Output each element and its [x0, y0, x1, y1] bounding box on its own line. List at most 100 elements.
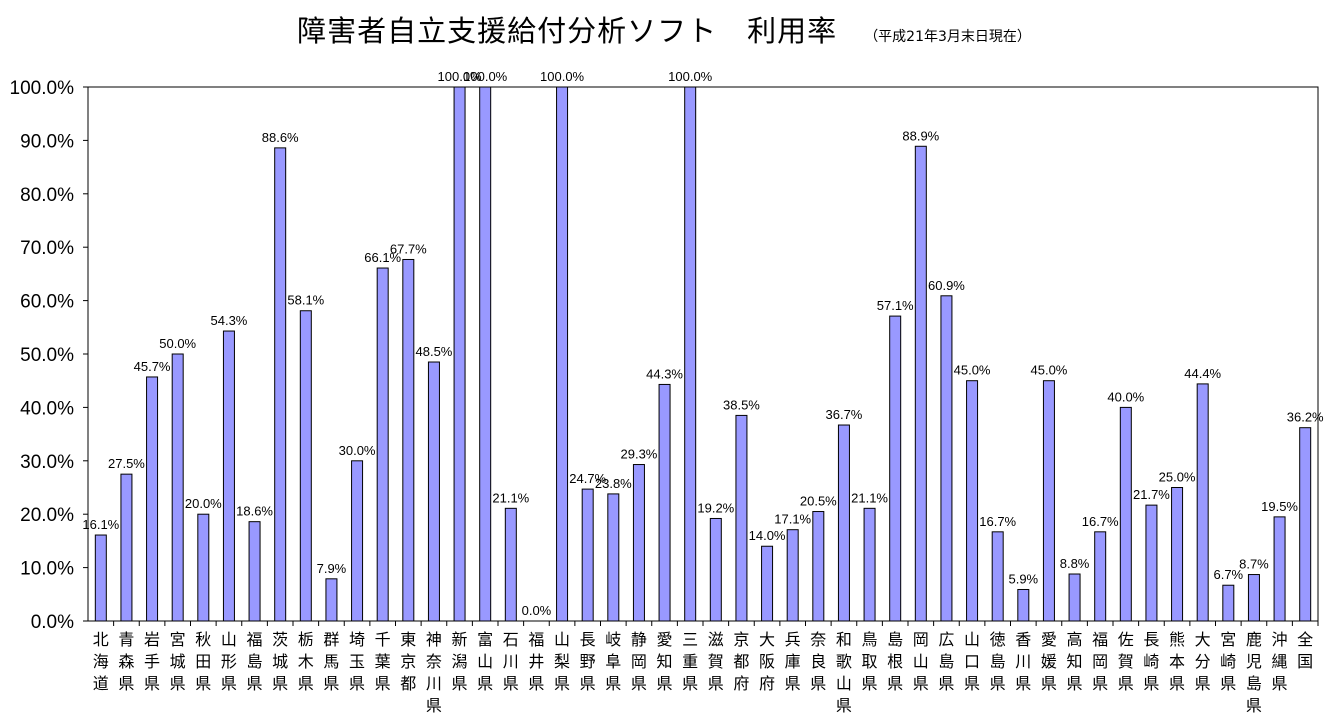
category-label: 宮崎県	[1220, 630, 1236, 693]
bar	[94, 534, 107, 622]
bar	[658, 383, 671, 622]
bar	[1247, 574, 1260, 622]
category-label: 秋田県	[195, 630, 211, 693]
category-label: 愛媛県	[1041, 630, 1057, 693]
y-tick-label: 50.0%	[20, 345, 74, 366]
data-label: 40.0%	[1107, 389, 1144, 404]
bar	[453, 86, 466, 622]
chart-subtitle: （平成21年3月末日現在）	[864, 29, 1031, 45]
category-label: 高知県	[1067, 630, 1083, 693]
data-label: 8.8%	[1060, 556, 1090, 571]
category-label: 福岡県	[1092, 630, 1108, 693]
y-tick-label: 70.0%	[20, 238, 74, 259]
bar	[146, 376, 159, 622]
data-label: 6.7%	[1213, 567, 1243, 582]
data-label: 66.1%	[364, 250, 401, 265]
y-tick-label: 0.0%	[31, 612, 74, 633]
data-label: 16.7%	[979, 514, 1016, 529]
category-label: 奈良県	[810, 630, 826, 693]
category-label: 全国	[1297, 630, 1313, 671]
category-label: 宮城県	[170, 630, 186, 693]
data-label: 21.7%	[1133, 487, 1170, 502]
data-label: 19.5%	[1261, 499, 1298, 514]
category-label: 長崎県	[1143, 630, 1159, 693]
bar	[914, 145, 927, 622]
data-label: 67.7%	[390, 241, 427, 256]
bar	[1094, 531, 1107, 622]
bar	[504, 507, 517, 622]
bar	[479, 86, 492, 622]
bar	[556, 86, 569, 622]
data-label: 14.0%	[749, 528, 786, 543]
plot-area: 0.0% 10.0% 20.0% 30.0% 40.0% 50.0% 60.0% 70.0% 8…	[10, 69, 1325, 715]
data-label: 5.9%	[1008, 571, 1038, 586]
category-label: 岡山県	[913, 630, 929, 693]
bar	[1222, 584, 1235, 622]
data-label: 25.0%	[1159, 470, 1196, 485]
y-tick-label: 100.0%	[10, 78, 75, 99]
bar	[1119, 406, 1132, 622]
bar	[889, 315, 902, 622]
data-label: 58.1%	[287, 293, 324, 308]
bar	[991, 531, 1004, 622]
category-label: 熊本県	[1169, 630, 1185, 693]
bar	[632, 464, 645, 622]
data-label: 57.1%	[877, 298, 914, 313]
data-label: 88.9%	[902, 128, 939, 143]
bar	[837, 424, 850, 622]
category-label: 徳島県	[990, 630, 1006, 693]
category-label: 長野県	[580, 630, 596, 693]
data-label: 88.6%	[262, 130, 299, 145]
category-label: 福井県	[528, 630, 544, 693]
data-label: 45.0%	[954, 363, 991, 378]
data-label: 100.0%	[463, 69, 508, 84]
category-label: 三重県	[682, 630, 698, 693]
bar	[376, 267, 389, 622]
category-label: 大阪府	[759, 630, 775, 693]
data-label: 45.7%	[134, 359, 171, 374]
bar	[761, 545, 774, 622]
data-label: 20.0%	[185, 496, 222, 511]
data-label: 54.3%	[211, 313, 248, 328]
y-tick-label: 20.0%	[20, 505, 74, 526]
bar	[274, 147, 287, 622]
bar	[1171, 487, 1184, 622]
data-label: 44.3%	[646, 366, 683, 381]
bar	[171, 353, 184, 622]
bar	[325, 578, 338, 622]
bar	[581, 488, 594, 622]
category-label: 岩手県	[144, 630, 160, 693]
category-label: 山形県	[221, 630, 237, 693]
bar	[1299, 427, 1312, 622]
bar	[120, 473, 133, 622]
data-label: 45.0%	[1031, 363, 1068, 378]
bar	[607, 493, 620, 622]
category-label: 広島県	[938, 630, 954, 693]
data-label: 24.7%	[569, 471, 606, 486]
plot-frame	[87, 86, 1319, 622]
category-label: 千葉県	[375, 630, 391, 693]
data-label: 7.9%	[317, 561, 347, 576]
data-label: 19.2%	[697, 500, 734, 515]
data-label: 38.5%	[723, 397, 760, 412]
data-label: 16.1%	[82, 517, 119, 532]
bar	[940, 295, 953, 622]
category-label: 沖縄県	[1272, 630, 1288, 693]
category-label: 香川県	[1015, 630, 1031, 693]
category-label: 和歌山県	[836, 630, 852, 715]
bar	[197, 513, 210, 622]
data-label: 50.0%	[159, 336, 196, 351]
category-label: 北海道	[93, 630, 109, 693]
bar	[966, 380, 979, 622]
category-label: 鳥取県	[862, 630, 878, 693]
bar	[351, 460, 364, 622]
category-label: 京都府	[733, 630, 749, 693]
y-tick-label: 30.0%	[20, 452, 74, 473]
bar	[1196, 383, 1209, 622]
data-label: 48.5%	[416, 344, 453, 359]
category-label: 滋賀県	[708, 630, 724, 693]
data-label: 100.0%	[668, 69, 713, 84]
bar	[1273, 516, 1286, 622]
category-label: 富山県	[477, 630, 493, 693]
bar	[427, 361, 440, 622]
